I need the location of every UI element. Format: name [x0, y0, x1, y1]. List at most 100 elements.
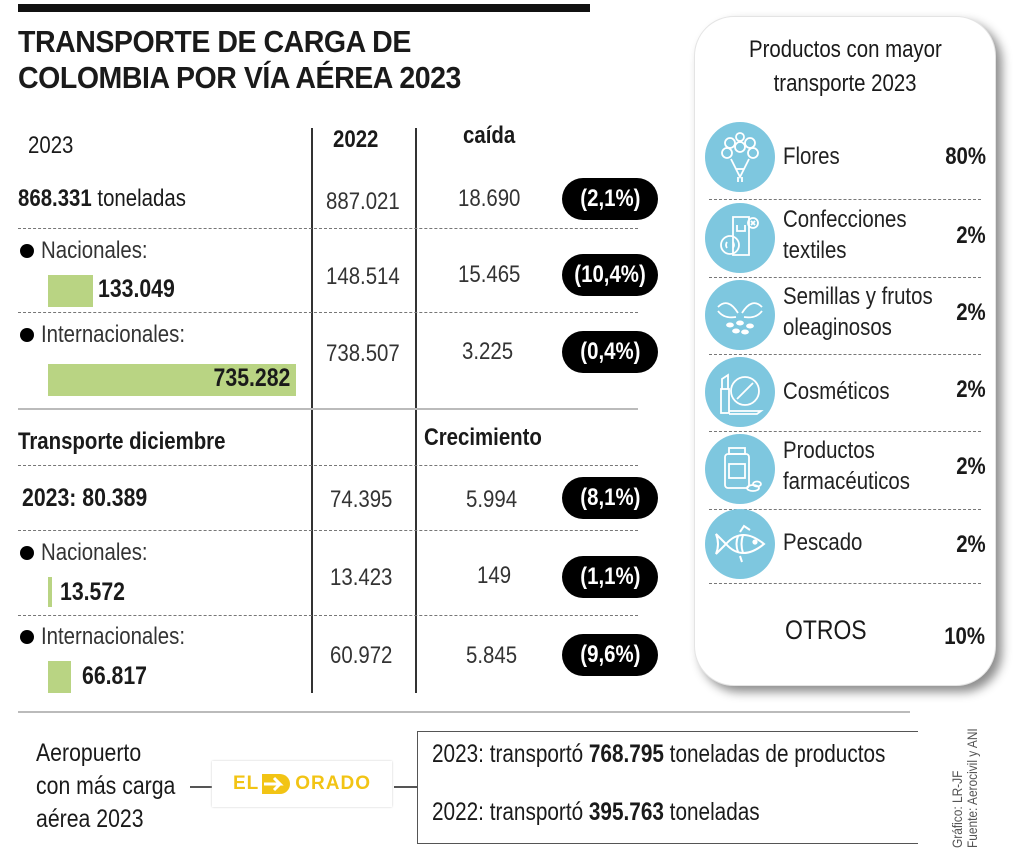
row-divider — [18, 228, 638, 229]
product-others-name: OTROS — [785, 615, 867, 645]
december-internacionales-pct-badge: (9,6%) — [562, 634, 658, 676]
connector-line — [394, 786, 417, 788]
annual-nacionales-pct-badge: (10,4%) — [562, 254, 658, 296]
annual-internacionales-pct-badge: (0,4%) — [562, 331, 658, 373]
section-divider — [18, 408, 638, 410]
product-row-confecciones: Confecciones textiles 2% — [703, 200, 988, 276]
annual-internacionales-label: Internacionales: — [20, 320, 210, 349]
annual-internacionales-value: 735.282 — [213, 364, 291, 392]
pharma-icon — [705, 434, 775, 504]
annual-total-pct-badge: (2,1%) — [562, 178, 658, 220]
fish-icon — [705, 509, 775, 579]
airport-stat-2023: 2023: transportó 768.795 toneladas de pr… — [432, 740, 886, 768]
product-row-farmaceuticos: Productos farmacéuticos 2% — [703, 431, 988, 507]
annual-nacionales-diff: 15.465 — [458, 261, 521, 288]
footer-divider — [18, 711, 910, 713]
title-line-1: TRANSPORTE DE CARGA DE — [18, 24, 411, 59]
product-name: Flores — [783, 143, 840, 170]
december-internacionales-value: 66.817 — [82, 662, 147, 690]
credits: Fuente: Aerocivil y ANI — [964, 707, 980, 848]
row-divider — [709, 354, 981, 355]
december-header: Transporte diciembre — [18, 428, 226, 455]
credit-graphic: Gráfico: LR-JF — [949, 770, 965, 848]
credits-graphic: Gráfico: LR-JF — [949, 757, 965, 848]
december-nacionales-bar — [48, 577, 52, 607]
december-total-diff: 5.994 — [466, 486, 518, 513]
header-2023: 2023 — [28, 132, 74, 159]
december-total: 2023: 80.389 — [22, 484, 148, 512]
annual-nacionales-bar — [48, 275, 93, 307]
products-title: Productos con mayor transporte 2023 — [748, 36, 942, 97]
product-pct: 2% — [956, 531, 986, 558]
textile-icon — [705, 203, 775, 273]
annual-internacionales-2022: 738.507 — [326, 340, 400, 367]
annual-total-diff: 18.690 — [458, 185, 521, 212]
row-divider — [18, 465, 638, 466]
eldorado-logo: EL ORADO — [212, 761, 392, 807]
product-name: Productos farmacéuticos — [783, 437, 910, 495]
row-divider — [709, 583, 981, 584]
bullet-icon — [20, 545, 34, 560]
products-card: Productos con mayor transporte 2023 Flor… — [694, 16, 996, 686]
column-divider-2 — [415, 128, 417, 693]
annual-internacionales-bar — [48, 364, 296, 396]
product-pct: 2% — [956, 376, 986, 403]
december-nacionales-2022: 13.423 — [330, 564, 393, 591]
december-total-2022: 74.395 — [330, 486, 393, 513]
annual-internacionales-diff: 3.225 — [462, 338, 514, 365]
annual-nacionales-label: Nacionales: — [20, 236, 166, 265]
top-rule — [18, 4, 590, 12]
header-2022: 2022 — [333, 126, 379, 153]
bullet-icon — [20, 243, 34, 258]
product-row-flores: Flores 80% — [703, 119, 988, 195]
connector-line — [190, 786, 212, 788]
product-pct: 80% — [945, 143, 986, 170]
page-title: TRANSPORTE DE CARGA DE COLOMBIA POR VÍA … — [18, 24, 461, 96]
december-nacionales-label: Nacionales: — [20, 538, 166, 567]
row-divider — [18, 312, 638, 313]
product-pct: 2% — [956, 299, 986, 326]
header-crecimiento: Crecimiento — [424, 424, 542, 451]
row-divider — [709, 509, 981, 510]
column-divider-1 — [311, 128, 313, 693]
cosmetics-icon — [705, 357, 775, 427]
product-row-cosmeticos: Cosméticos 2% — [703, 354, 988, 430]
seeds-icon — [705, 280, 775, 350]
annual-nacionales-value: 133.049 — [98, 275, 175, 303]
annual-total: 868.331 toneladas — [18, 185, 186, 212]
december-internacionales-diff: 5.845 — [466, 642, 518, 669]
title-line-2: COLOMBIA POR VÍA AÉREA 2023 — [18, 60, 461, 95]
row-divider — [18, 530, 638, 531]
row-divider — [18, 615, 638, 616]
logo-text-right: ORADO — [295, 773, 371, 794]
product-name: Cosméticos — [783, 378, 890, 405]
product-pct: 2% — [956, 453, 986, 480]
december-total-pct-badge: (8,1%) — [562, 477, 658, 519]
header-caida: caída — [463, 122, 516, 149]
product-others-pct: 10% — [944, 623, 985, 650]
december-internacionales-bar — [48, 661, 71, 693]
flowers-icon — [705, 122, 775, 192]
airport-stats-box — [417, 731, 918, 844]
airport-label: Aeropuerto con más carga aérea 2023 — [36, 739, 176, 833]
logo-text-left: EL — [232, 773, 260, 794]
bullet-icon — [20, 327, 34, 342]
product-row-semillas: Semillas y frutos oleaginosos 2% — [703, 277, 988, 353]
december-nacionales-value: 13.572 — [60, 578, 125, 606]
product-name: Confecciones textiles — [783, 206, 907, 264]
plane-icon — [262, 774, 291, 794]
row-divider — [709, 431, 981, 432]
product-row-pescado: Pescado 2% — [703, 509, 988, 585]
product-name: Semillas y frutos oleaginosos — [783, 283, 933, 341]
december-nacionales-pct-badge: (1,1%) — [562, 556, 658, 598]
december-internacionales-2022: 60.972 — [330, 642, 393, 669]
bullet-icon — [20, 629, 34, 644]
credit-source: Fuente: Aerocivil y ANI — [964, 728, 980, 848]
product-name: Pescado — [783, 529, 863, 556]
annual-nacionales-2022: 148.514 — [326, 263, 400, 290]
annual-total-2022: 887.021 — [326, 188, 400, 215]
row-divider — [709, 277, 981, 278]
airport-stat-2022: 2022: transportó 395.763 toneladas — [432, 798, 760, 826]
row-divider — [709, 199, 981, 200]
december-nacionales-diff: 149 — [477, 562, 512, 589]
